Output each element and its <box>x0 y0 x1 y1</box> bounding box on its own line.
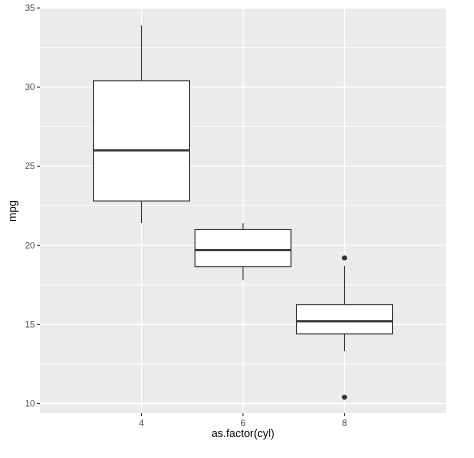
box-iqr <box>296 304 393 335</box>
y-tick-label: 15 <box>25 319 35 329</box>
y-tick-label: 35 <box>25 3 35 13</box>
y-tick-label: 30 <box>25 82 35 92</box>
box-group <box>194 223 292 281</box>
box-iqr <box>194 228 292 268</box>
x-tick-label: 4 <box>139 418 144 428</box>
x-tick-label: 8 <box>342 418 347 428</box>
x-axis: 4 6 8 <box>139 413 347 428</box>
y-axis: 10 15 20 25 30 35 <box>25 3 40 409</box>
y-tick-label: 20 <box>25 240 35 250</box>
y-tick-label: 10 <box>25 399 35 409</box>
y-tick-label: 25 <box>25 161 35 171</box>
box-series <box>93 25 393 400</box>
box-group <box>93 25 190 224</box>
x-axis-title: as.factor(cyl) <box>212 428 275 440</box>
outlier-point <box>341 255 348 261</box>
outlier-point <box>341 394 348 400</box>
box-group <box>296 255 393 400</box>
x-tick-label: 6 <box>240 418 245 428</box>
box-iqr <box>93 80 190 202</box>
y-axis-title: mpg <box>7 200 19 221</box>
